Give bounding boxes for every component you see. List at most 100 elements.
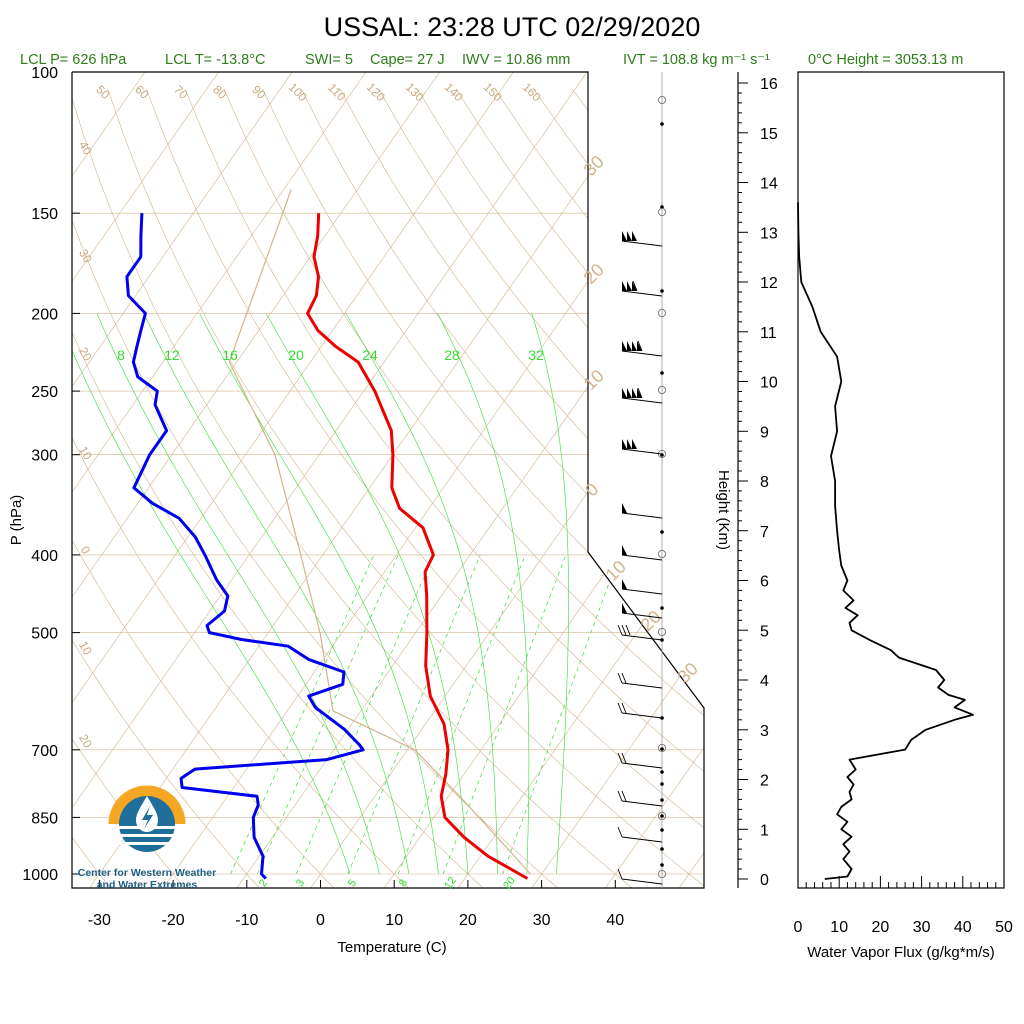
wind-pennant-icon [627,388,632,398]
wind-pennant-icon [632,388,637,398]
temperature-tick-label: 40 [606,912,624,929]
dry-adiabat-line [184,88,704,888]
wind-pennant-icon [627,439,632,449]
height-tick-label: 14 [760,176,778,193]
isotherm-line [72,72,158,888]
sounding-profiles [125,188,531,880]
wind-pennant-icon [622,503,627,513]
wind-level-dot [660,371,664,375]
wind-level-dot [660,770,664,774]
moist-adiabat-line [143,313,410,875]
isotherm-line [72,72,84,888]
cape-value: Cape= 27 J [370,52,445,68]
dry-adiabat-line [649,88,704,888]
wind-barb-column [617,72,667,888]
wind-level-dot [660,863,664,867]
flux-tick-label: 40 [954,919,972,936]
flux-tick-label: 0 [794,919,803,936]
pressure-tick-label: 100 [31,65,58,82]
wind-barb-icon [621,836,663,843]
mixing-ratio-label: 8 [397,877,410,889]
isotherm-line [72,72,379,888]
wind-barb-icon [621,554,663,561]
pressure-tick-label: 700 [31,743,58,760]
wind-pennant-icon [627,341,632,351]
pressure-tick-label: 250 [31,384,58,401]
moist-adiabat-label: 20 [288,347,304,363]
isotherm-line [72,72,527,888]
dry-adiabat-line [72,88,188,888]
wind-level-circle [658,308,667,317]
wind-level-circle [658,96,667,105]
dry-adiabat-label: 130 [403,80,427,104]
isotherm-line [87,72,674,888]
isotherm-line [382,72,704,888]
wind-barb-icon [621,512,663,519]
wind-level-dot [660,798,664,802]
mixing-ratio-line [442,554,567,875]
isotherm-label: 20 [580,260,608,288]
moist-adiabat-label: 32 [528,347,544,363]
lcl-temperature: LCL T= -13.8°C [165,52,266,68]
wind-level-dot [660,122,664,126]
wind-barb-icon [621,290,663,297]
temperature-profile-line [306,213,529,880]
height-tick-label: 3 [760,723,769,740]
isotherm-label: 10 [580,366,608,394]
pressure-tick-label: 200 [31,306,58,323]
wind-barb-icon [621,800,663,807]
wind-level-circle [658,550,667,559]
flux-tick-label: 30 [913,919,931,936]
wind-level-circle [658,628,667,637]
wind-barb-icon [621,612,663,619]
isotherm-label: 10 [602,557,630,585]
wind-level-circle [658,385,667,394]
lcl-pressure: LCL P= 626 hPa [20,52,127,68]
mixing-ratio-line [502,554,620,875]
dry-adiabat-line [610,88,704,888]
temperature-tick-label: -10 [235,912,258,929]
temperature-tick-label: -30 [88,912,111,929]
wind-level-dot [660,606,664,610]
moist-adiabat-line [531,313,569,875]
logo-text-line2: and Water Extremes [97,879,198,891]
flux-tick-label: 10 [830,919,848,936]
dry-adiabat-line [533,88,704,888]
isotherm-line [234,72,704,888]
dewpoint-profile-line [125,213,365,880]
dry-adiabat-line [72,88,487,888]
mixing-ratio-label: 20 [501,875,518,892]
wind-feather-icon [617,826,623,838]
mixing-ratio-label: 3 [294,877,307,889]
height-axis-label: Height (Km) [715,470,732,550]
wind-feather-icon [621,672,627,684]
height-tick-label: 15 [760,126,778,143]
wind-pennant-icon [622,603,627,613]
pressure-tick-label: 400 [31,548,58,565]
mixing-ratio-lines [230,554,620,875]
moist-adiabat-line [199,313,439,875]
wind-pennant-icon [622,579,627,589]
isotherm-lines [72,72,704,888]
wind-barb-icon [621,878,663,885]
wind-feather-icon [621,752,627,764]
background-labels: 50 60 70 80 90 100 110 120 130 140 150 160403020100… [76,80,702,892]
height-tick-label: 5 [760,623,769,640]
isotherm-label: 30 [580,152,608,180]
wind-barb-icon [621,682,663,689]
wind-pennant-icon [627,281,632,291]
wind-pennant-icon [632,341,637,351]
wind-feather-icon [621,790,627,802]
height-tick-label: 2 [760,773,769,790]
moist-adiabat-label: 16 [222,347,238,363]
wind-level-dot [660,828,664,832]
wind-level-dot [660,782,664,786]
wind-feather-icon [617,868,623,880]
flux-profile-line [797,202,974,880]
isotherm-label: 30 [674,659,702,687]
isotherm-label: 20 [637,607,665,635]
moist-adiabat-line [437,313,530,874]
wind-level-circle [658,812,667,821]
temperature-tick-label: 30 [533,912,551,929]
